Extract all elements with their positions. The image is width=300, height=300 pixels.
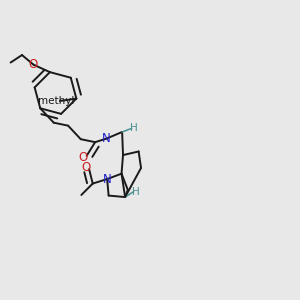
Text: N: N — [103, 172, 112, 186]
Text: O: O — [81, 161, 90, 174]
Text: methyl: methyl — [38, 96, 74, 106]
Text: H: H — [132, 187, 140, 197]
Text: O: O — [79, 151, 88, 164]
Text: H: H — [130, 123, 138, 134]
Text: N: N — [102, 132, 111, 145]
Text: O: O — [29, 58, 38, 71]
